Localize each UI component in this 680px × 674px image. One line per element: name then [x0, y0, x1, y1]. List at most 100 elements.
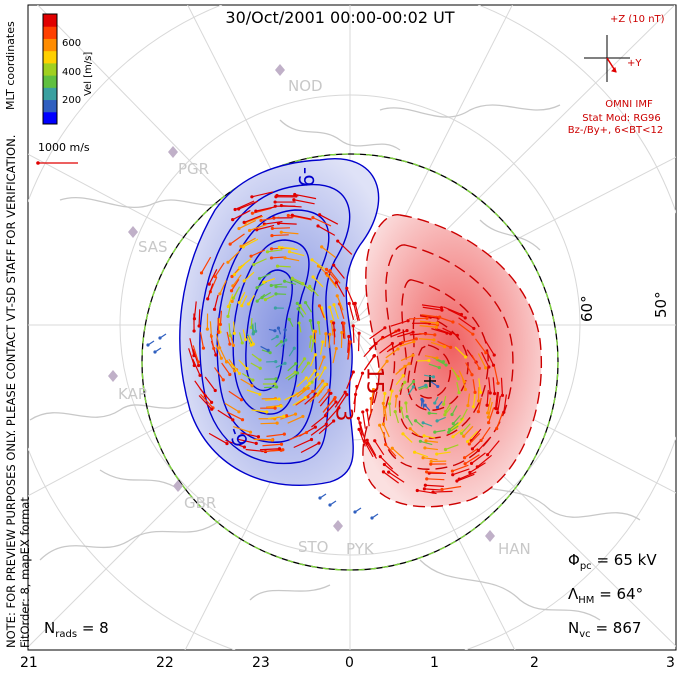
velocity-vector	[458, 370, 465, 382]
velocity-vector-origin	[274, 359, 278, 364]
velocity-vector-origin	[473, 390, 477, 395]
velocity-vector-origin	[206, 297, 210, 301]
colorbar-segment	[43, 111, 57, 125]
velocity-vector-origin	[455, 479, 459, 483]
velocity-vector-origin	[216, 330, 221, 334]
velocity-vector	[420, 440, 433, 446]
velocity-vector	[189, 338, 195, 356]
velocity-vector-origin	[277, 245, 281, 249]
velocity-vector-origin	[447, 427, 452, 432]
velocity-vector-origin	[424, 383, 428, 387]
velocity-vector-origin	[390, 389, 394, 393]
velocity-vector-origin	[274, 195, 278, 199]
velocity-vector	[458, 323, 474, 335]
hm-boundary-dash	[141, 153, 559, 571]
velocity-vector-origin	[479, 438, 483, 443]
velocity-vector	[424, 447, 438, 451]
velocity-vector-origin	[228, 334, 232, 338]
velocity-vector-origin	[321, 379, 325, 383]
contour-label-15: 15	[361, 366, 387, 395]
velocity-vector	[391, 447, 405, 459]
velocity-vector	[334, 391, 346, 408]
velocity-vector	[371, 389, 376, 405]
velocity-vector	[335, 282, 345, 297]
velocity-vector-origin	[443, 413, 447, 417]
velocity-vector-origin	[351, 324, 355, 328]
velocity-vector	[486, 390, 489, 406]
velocity-vector-origin	[255, 228, 259, 232]
velocity-vector-origin	[318, 213, 322, 217]
velocity-vector-origin	[444, 409, 448, 414]
velocity-vector-origin	[421, 456, 425, 460]
velocity-vector	[469, 462, 486, 474]
positive-potential-cell	[362, 214, 543, 508]
velocity-vector-origin	[496, 410, 500, 415]
velocity-vector-origin	[383, 326, 387, 330]
velocity-vector-origin	[209, 400, 214, 404]
velocity-vector	[500, 377, 504, 396]
velocity-vector-origin	[435, 321, 439, 325]
velocity-vector-origin	[228, 342, 232, 346]
velocity-vector-origin	[303, 395, 307, 400]
velocity-vector	[385, 444, 397, 457]
velocity-vector-origin	[422, 434, 426, 438]
velocity-vector-origin	[316, 321, 321, 325]
velocity-vector-origin	[450, 469, 455, 473]
velocity-vector	[487, 440, 500, 456]
velocity-vector-origin	[275, 264, 280, 268]
velocity-vector	[259, 448, 280, 451]
velocity-vector-origin	[275, 385, 279, 389]
velocity-vector-origin	[345, 286, 349, 290]
velocity-vector-origin	[258, 366, 262, 370]
stat-hm-latitude: ΛHM = 64°	[568, 585, 644, 606]
velocity-vector	[448, 425, 459, 433]
velocity-vector-origin	[476, 448, 480, 453]
velocity-vector	[419, 320, 438, 324]
velocity-vector-origin	[390, 341, 394, 346]
velocity-vector-origin	[421, 421, 425, 425]
velocity-vector-origin	[459, 312, 464, 317]
velocity-vector	[441, 485, 462, 491]
velocity-vector-origin	[316, 372, 320, 376]
velocity-vector	[304, 393, 317, 405]
velocity-vector	[395, 375, 404, 386]
velocity-vector	[421, 314, 440, 318]
velocity-vector	[311, 259, 325, 270]
velocity-vector	[215, 334, 221, 349]
velocity-vector	[435, 358, 447, 366]
velocity-vector	[309, 336, 312, 348]
velocity-vector-origin	[324, 267, 329, 271]
velocity-vector-origin	[257, 276, 262, 281]
velocity-vector	[400, 354, 414, 362]
velocity-vector	[279, 246, 295, 250]
stat-cross-polar-potential: Φpc = 65 kV	[568, 551, 657, 572]
velocity-vector-origin	[237, 300, 241, 305]
colorbar-segment	[43, 99, 57, 113]
velocity-vector-origin	[435, 356, 439, 360]
velocity-vector	[296, 387, 309, 398]
velocity-vector-origin	[479, 390, 483, 394]
velocity-vector	[207, 283, 214, 300]
velocity-vector-origin	[357, 331, 361, 335]
velocity-vector	[326, 274, 338, 289]
velocity-vector-origin	[434, 325, 438, 329]
velocity-vector-origin	[293, 192, 297, 197]
velocity-vector-origin	[210, 407, 214, 411]
velocity-vector	[301, 362, 309, 374]
velocity-vector	[472, 379, 476, 393]
velocity-vector	[343, 323, 346, 339]
velocity-vector	[312, 217, 332, 227]
velocity-vector	[353, 303, 359, 321]
velocity-vector	[384, 464, 399, 477]
velocity-vector-origin	[347, 334, 351, 339]
velocity-vector-origin	[252, 262, 256, 267]
velocity-vector-origin	[276, 221, 281, 225]
mlt-tick-23: 23	[252, 655, 270, 671]
velocity-vector-origin	[274, 377, 278, 381]
velocity-vector-origin	[373, 439, 377, 443]
velocity-vector-origin	[470, 447, 475, 451]
velocity-vector-origin	[273, 382, 277, 386]
velocity-vector-origin	[247, 228, 252, 233]
velocity-vector-origin	[301, 282, 305, 286]
velocity-vector-origin	[494, 407, 499, 411]
